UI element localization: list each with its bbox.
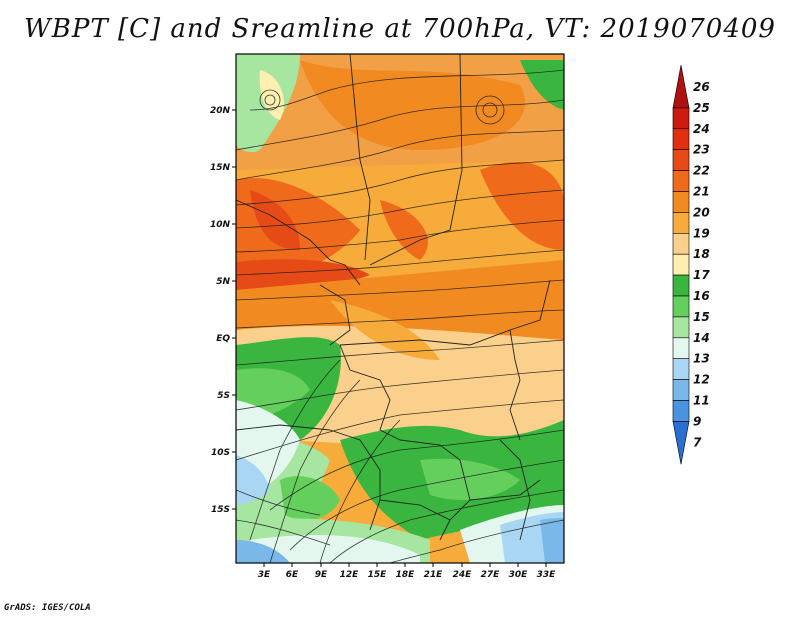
colorbar-swatch bbox=[672, 295, 690, 318]
colorbar-label: 26 bbox=[693, 80, 710, 94]
country-borders bbox=[236, 54, 551, 541]
colorbar-swatch bbox=[672, 379, 690, 401]
lat-label: 10S bbox=[211, 448, 230, 458]
colorbar-label: 13 bbox=[693, 352, 710, 366]
lon-label: 9E bbox=[315, 570, 328, 580]
lon-label: 15E bbox=[368, 570, 388, 580]
colorbar-swatch bbox=[672, 274, 690, 297]
colorbar-swatch bbox=[672, 233, 690, 255]
colorbar-label: 12 bbox=[693, 373, 710, 387]
lon-label: 3E bbox=[258, 570, 271, 580]
lon-label: 27E bbox=[481, 570, 501, 580]
colorbar-swatch bbox=[672, 128, 690, 151]
lat-label: 5S bbox=[217, 391, 230, 401]
colorbar-swatch bbox=[672, 170, 690, 192]
colorbar-label: 7 bbox=[693, 435, 702, 449]
colorbar-label: 14 bbox=[693, 331, 710, 345]
streamlines bbox=[236, 69, 564, 563]
colorbar-swatch bbox=[672, 149, 690, 171]
lat-label: 5N bbox=[216, 277, 230, 287]
colorbar-swatch bbox=[672, 64, 690, 109]
colorbar: 26 25 24 23 22 21 20 19 18 17 16 15 14 13 12 11 9 7 bbox=[672, 64, 710, 465]
colorbar-label: 17 bbox=[693, 268, 710, 282]
map-field bbox=[236, 54, 564, 563]
lon-label: 6E bbox=[286, 570, 299, 580]
colorbar-label: 11 bbox=[693, 394, 710, 408]
lat-label: EQ bbox=[216, 334, 230, 344]
colorbar-label: 15 bbox=[693, 310, 710, 324]
colorbar-label: 18 bbox=[693, 247, 710, 261]
colorbar-swatch bbox=[672, 191, 690, 213]
colorbar-label: 19 bbox=[693, 226, 710, 240]
lon-label: 21E bbox=[424, 570, 444, 580]
map-frame bbox=[235, 53, 565, 564]
colorbar-label: 20 bbox=[693, 205, 710, 219]
lat-label: 15S bbox=[211, 505, 230, 515]
colorbar-label: 16 bbox=[693, 289, 710, 303]
credit-text: GrADS: IGES/COLA bbox=[4, 603, 91, 613]
lon-label: 33E bbox=[537, 570, 557, 580]
colorbar-swatch bbox=[672, 212, 690, 234]
colorbar-swatch bbox=[672, 253, 690, 276]
chart-title: WBPT [C] and Sreamline at 700hPa, VT: 20… bbox=[24, 14, 776, 44]
lon-label: 12E bbox=[340, 570, 360, 580]
colorbar-swatch bbox=[672, 337, 690, 359]
colorbar-label: 21 bbox=[693, 185, 710, 199]
colorbar-swatch bbox=[672, 400, 690, 422]
colorbar-swatch bbox=[672, 107, 690, 130]
colorbar-label: 25 bbox=[693, 101, 710, 115]
colorbar-label: 22 bbox=[693, 164, 710, 178]
colorbar-label: 9 bbox=[693, 414, 701, 428]
lat-label: 20N bbox=[210, 106, 231, 116]
lat-label: 10N bbox=[210, 220, 231, 230]
colorbar-swatch bbox=[672, 421, 690, 465]
colorbar-label: 23 bbox=[693, 143, 710, 157]
lon-label: 30E bbox=[509, 570, 529, 580]
lon-axis: 3E 6E 9E 12E 15E 18E 21E 24E 27E 30E 33E bbox=[258, 563, 556, 580]
lat-axis: 20N 15N 10N 5N EQ 5S 10S 15S bbox=[210, 106, 236, 515]
colorbar-swatch bbox=[672, 316, 690, 339]
lon-label: 18E bbox=[396, 570, 416, 580]
lat-label: 15N bbox=[210, 163, 231, 173]
colorbar-swatch bbox=[672, 358, 690, 380]
lon-label: 24E bbox=[453, 570, 473, 580]
colorbar-label: 24 bbox=[693, 122, 710, 136]
